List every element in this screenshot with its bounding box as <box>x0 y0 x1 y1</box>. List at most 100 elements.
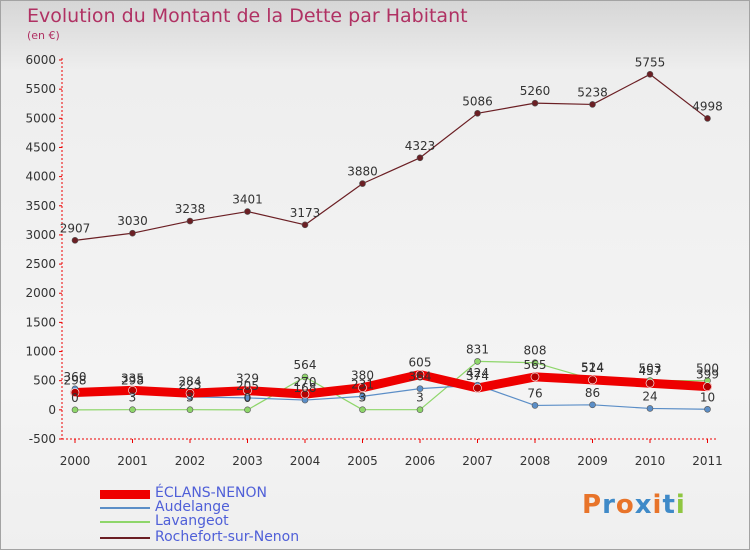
x-tick-label: 2008 <box>520 454 551 468</box>
data-label: 3238 <box>175 202 206 216</box>
logo-letter: i <box>652 490 663 520</box>
data-label: 3 <box>186 391 194 405</box>
x-tick-label: 2006 <box>405 454 436 468</box>
data-point <box>588 375 597 385</box>
data-point <box>474 109 481 117</box>
data-label: 564 <box>294 358 317 372</box>
data-point <box>129 406 136 413</box>
data-point <box>531 402 539 409</box>
data-label: 399 <box>696 368 719 382</box>
data-point <box>359 180 366 187</box>
data-label: 5755 <box>635 55 666 69</box>
data-label: 3 <box>129 391 137 405</box>
data-label: 231 <box>351 377 374 391</box>
logo-letter: o <box>615 490 635 520</box>
data-label: 0 <box>244 391 252 405</box>
data-label: 364 <box>409 370 432 384</box>
data-point <box>359 406 366 413</box>
y-tick-label: 1000 <box>25 345 56 359</box>
data-label: 457 <box>639 364 662 378</box>
legend-item-audelange: Audelange <box>100 499 360 516</box>
data-point <box>589 401 596 409</box>
y-tick-label: 1500 <box>25 315 56 329</box>
data-point <box>301 221 309 229</box>
data-label: 76 <box>527 386 542 400</box>
data-label: 3030 <box>117 214 148 228</box>
x-tick-label: 2005 <box>347 454 378 468</box>
data-label: 168 <box>294 381 317 395</box>
data-label: 514 <box>581 361 604 375</box>
chart-subtitle: (en €) <box>27 29 60 42</box>
data-point <box>531 99 539 107</box>
data-label: 3 <box>359 391 367 405</box>
data-point <box>531 359 539 367</box>
legend-item-eclans-nenon: ÉCLANS-NENON <box>100 485 360 502</box>
x-tick-label: 2009 <box>577 454 608 468</box>
data-label: 335 <box>121 371 144 385</box>
data-point <box>474 358 481 365</box>
data-point <box>244 406 251 414</box>
logo-letter: r <box>602 490 616 520</box>
data-point <box>300 389 310 399</box>
data-label: 24 <box>642 389 657 403</box>
data-point <box>646 70 654 78</box>
data-point <box>70 388 80 397</box>
data-point <box>703 382 712 391</box>
x-tick-label: 2011 <box>692 454 723 468</box>
data-label: 380 <box>351 369 374 383</box>
data-label: 605 <box>409 356 432 370</box>
y-tick-label: 2500 <box>25 257 56 271</box>
data-label: 360 <box>64 370 87 384</box>
y-tick-label: 5000 <box>25 111 56 125</box>
legend-swatch <box>100 490 150 499</box>
data-label: 223 <box>179 378 202 392</box>
data-point <box>244 208 251 215</box>
series-line <box>74 73 709 241</box>
data-label: 5260 <box>520 84 551 98</box>
data-label: 86 <box>585 386 600 400</box>
legend-item-lavangeot: Lavangeot <box>100 513 360 530</box>
data-label: 374 <box>466 369 489 383</box>
data-label: 503 <box>639 362 662 376</box>
y-tick-label: 3500 <box>25 199 56 213</box>
legend-label: Lavangeot <box>155 513 229 529</box>
data-label: 3 <box>416 391 424 405</box>
data-label: 3401 <box>232 193 263 207</box>
x-tick-label: 2003 <box>232 454 263 468</box>
data-point <box>358 383 367 392</box>
legend-swatch <box>100 537 150 539</box>
logo-letter: t <box>662 490 676 520</box>
x-tick-label: 2000 <box>60 454 91 468</box>
data-label: 424 <box>466 366 489 380</box>
data-point <box>415 370 425 379</box>
y-tick-label: 2000 <box>25 286 56 300</box>
data-label: 284 <box>179 374 202 388</box>
data-label: 5086 <box>462 94 493 108</box>
data-label: 3880 <box>347 165 378 179</box>
logo-letter: i <box>675 490 686 520</box>
data-label: 4323 <box>405 139 436 153</box>
y-tick-label: -500 <box>29 432 56 446</box>
data-label: 524 <box>581 360 604 374</box>
y-tick-label: 4500 <box>25 140 56 154</box>
y-tick-label: 6000 <box>25 53 56 67</box>
x-tick-label: 2002 <box>175 454 206 468</box>
data-point <box>243 386 252 395</box>
data-label: 2907 <box>60 221 91 235</box>
x-tick-label: 2007 <box>462 454 493 468</box>
data-point <box>416 406 424 413</box>
data-label: 500 <box>696 362 719 376</box>
data-point <box>359 393 366 400</box>
data-label: 3173 <box>290 206 321 220</box>
x-tick-label: 2004 <box>290 454 321 468</box>
data-point <box>473 383 482 393</box>
logo-letter: x <box>634 490 653 520</box>
data-point <box>186 217 194 225</box>
legend-label: Audelange <box>155 499 230 515</box>
chart-title: Evolution du Montant de la Dette par Hab… <box>27 5 468 27</box>
data-label: 565 <box>524 358 547 372</box>
data-point <box>589 101 596 108</box>
x-tick-label: 2010 <box>635 454 666 468</box>
data-label: 270 <box>294 375 317 389</box>
legend-label: Rochefort-sur-Nenon <box>155 529 300 545</box>
